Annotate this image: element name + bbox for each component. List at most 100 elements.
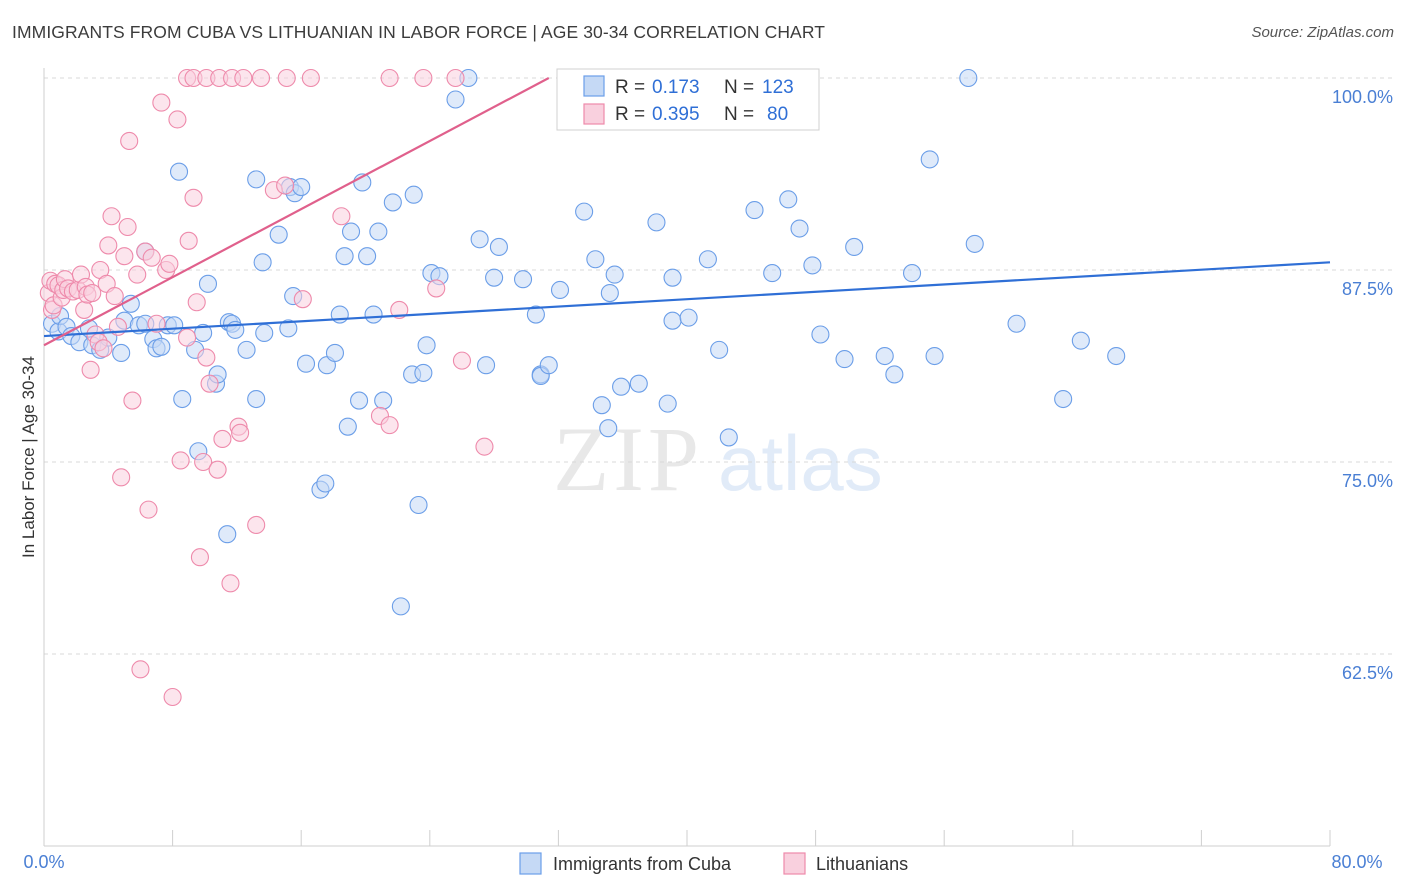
data-point-cuba (237, 340, 256, 359)
data-point-cuba (338, 417, 357, 436)
data-point-lithuanian (380, 68, 399, 88)
data-point-cuba (790, 219, 809, 238)
data-point-cuba (803, 256, 822, 275)
data-point-lithuanian (99, 236, 118, 255)
y-tick-label: 87.5% (1342, 279, 1393, 299)
data-point-lithuanian (247, 515, 266, 535)
data-point-cuba (920, 150, 939, 169)
data-point-cuba (364, 305, 383, 324)
data-point-lithuanian (475, 437, 494, 456)
data-point-cuba (719, 428, 738, 447)
bottom-legend-swatch-pink (783, 852, 806, 875)
data-point-cuba (477, 356, 496, 375)
data-point-lithuanian (277, 68, 296, 88)
data-point-lithuanian (142, 248, 161, 267)
data-point-lithuanian (231, 423, 250, 442)
legend-r-value-2: 0.395 (652, 104, 700, 125)
data-point-cuba (586, 250, 605, 269)
legend-n-label-2: N = (724, 104, 754, 125)
data-point-cuba (218, 525, 237, 544)
data-point-cuba (247, 389, 266, 409)
data-point-cuba (112, 343, 131, 362)
legend-r-label-2: R = (615, 104, 645, 125)
data-point-lithuanian (115, 247, 134, 266)
data-point-lithuanian (194, 452, 213, 472)
data-point-cuba (600, 283, 619, 303)
data-point-lithuanian (128, 265, 147, 284)
data-point-cuba (663, 268, 682, 287)
data-point-cuba (779, 190, 798, 209)
source-note: Source: ZipAtlas.com (1251, 24, 1394, 41)
data-point-cuba (612, 377, 631, 396)
data-point-cuba (446, 90, 465, 109)
data-point-cuba (663, 311, 682, 330)
data-point-lithuanian (118, 217, 137, 237)
bottom-legend-label-lithuanians: Lithuanians (816, 854, 908, 874)
data-point-lithuanian (213, 429, 232, 449)
y-axis-label: In Labor Force | Age 30-34 (19, 356, 38, 558)
data-point-lithuanian (163, 687, 182, 707)
legend-n-label-1: N = (724, 77, 754, 98)
data-point-cuba (811, 325, 830, 344)
data-point-cuba (316, 474, 335, 493)
data-point-cuba (550, 280, 570, 300)
data-point-cuba (391, 597, 410, 616)
data-point-lithuanian (251, 68, 271, 88)
data-point-cuba (763, 264, 782, 283)
data-point-cuba (489, 237, 508, 257)
trend-lines (43, 77, 1331, 347)
data-point-lithuanian (414, 68, 433, 88)
legend-n-value-1: 123 (762, 77, 794, 98)
data-point-cuba (698, 250, 717, 269)
trend-line-lithuanians (43, 77, 550, 347)
data-point-lithuanian (190, 548, 209, 567)
data-point-lithuanian (81, 360, 100, 379)
data-point-lithuanian (112, 468, 131, 487)
data-point-cuba (417, 336, 436, 355)
data-point-cuba (173, 389, 192, 409)
data-point-cuba (925, 346, 944, 366)
data-point-lithuanian (168, 110, 187, 129)
data-point-cuba (269, 225, 288, 244)
data-point-lithuanian (184, 188, 203, 207)
data-point-cuba (369, 222, 388, 241)
data-point-cuba (383, 193, 402, 212)
chart-title: IMMIGRANTS FROM CUBA VS LITHUANIAN IN LA… (12, 22, 826, 42)
data-point-cuba (341, 222, 361, 241)
data-point-lithuanian (276, 176, 295, 195)
watermark-zip: ZIP (553, 408, 703, 510)
series-legend: Immigrants from Cuba Lithuanians (519, 852, 908, 875)
series-immigrants-from-cuba (42, 68, 1126, 616)
data-point-cuba (513, 270, 533, 289)
data-point-lithuanian (452, 351, 472, 370)
data-point-cuba (279, 319, 298, 338)
data-point-cuba (292, 178, 311, 197)
x-tick-label-min: 0.0% (23, 852, 64, 872)
legend-n-value-2: 80 (767, 104, 788, 125)
data-point-cuba (358, 247, 377, 266)
trend-line-cuba (43, 261, 1331, 338)
data-point-cuba (409, 495, 428, 515)
data-point-lithuanian (105, 287, 124, 306)
bottom-legend-swatch-blue (519, 852, 542, 875)
data-point-lithuanian (171, 451, 190, 470)
legend-swatch-blue (583, 75, 605, 97)
data-point-lithuanian (160, 254, 179, 273)
data-point-cuba (710, 340, 729, 359)
data-point-cuba (647, 213, 666, 232)
data-point-lithuanian (120, 131, 139, 151)
data-point-cuba (965, 234, 984, 253)
y-tick-label: 62.5% (1342, 663, 1393, 683)
data-point-cuba (247, 170, 266, 189)
y-axis-tick-labels: 62.5% 75.0% 87.5% 100.0% (1332, 87, 1393, 683)
data-point-lithuanian (390, 300, 409, 319)
data-point-lithuanian (301, 68, 320, 88)
data-point-cuba (539, 356, 558, 375)
series-lithuanians (39, 68, 494, 707)
x-axis-ticks (43, 830, 1331, 846)
data-point-lithuanian (152, 93, 171, 112)
data-point-cuba (198, 274, 218, 293)
data-point-cuba (1007, 314, 1026, 333)
data-point-cuba (404, 185, 423, 204)
